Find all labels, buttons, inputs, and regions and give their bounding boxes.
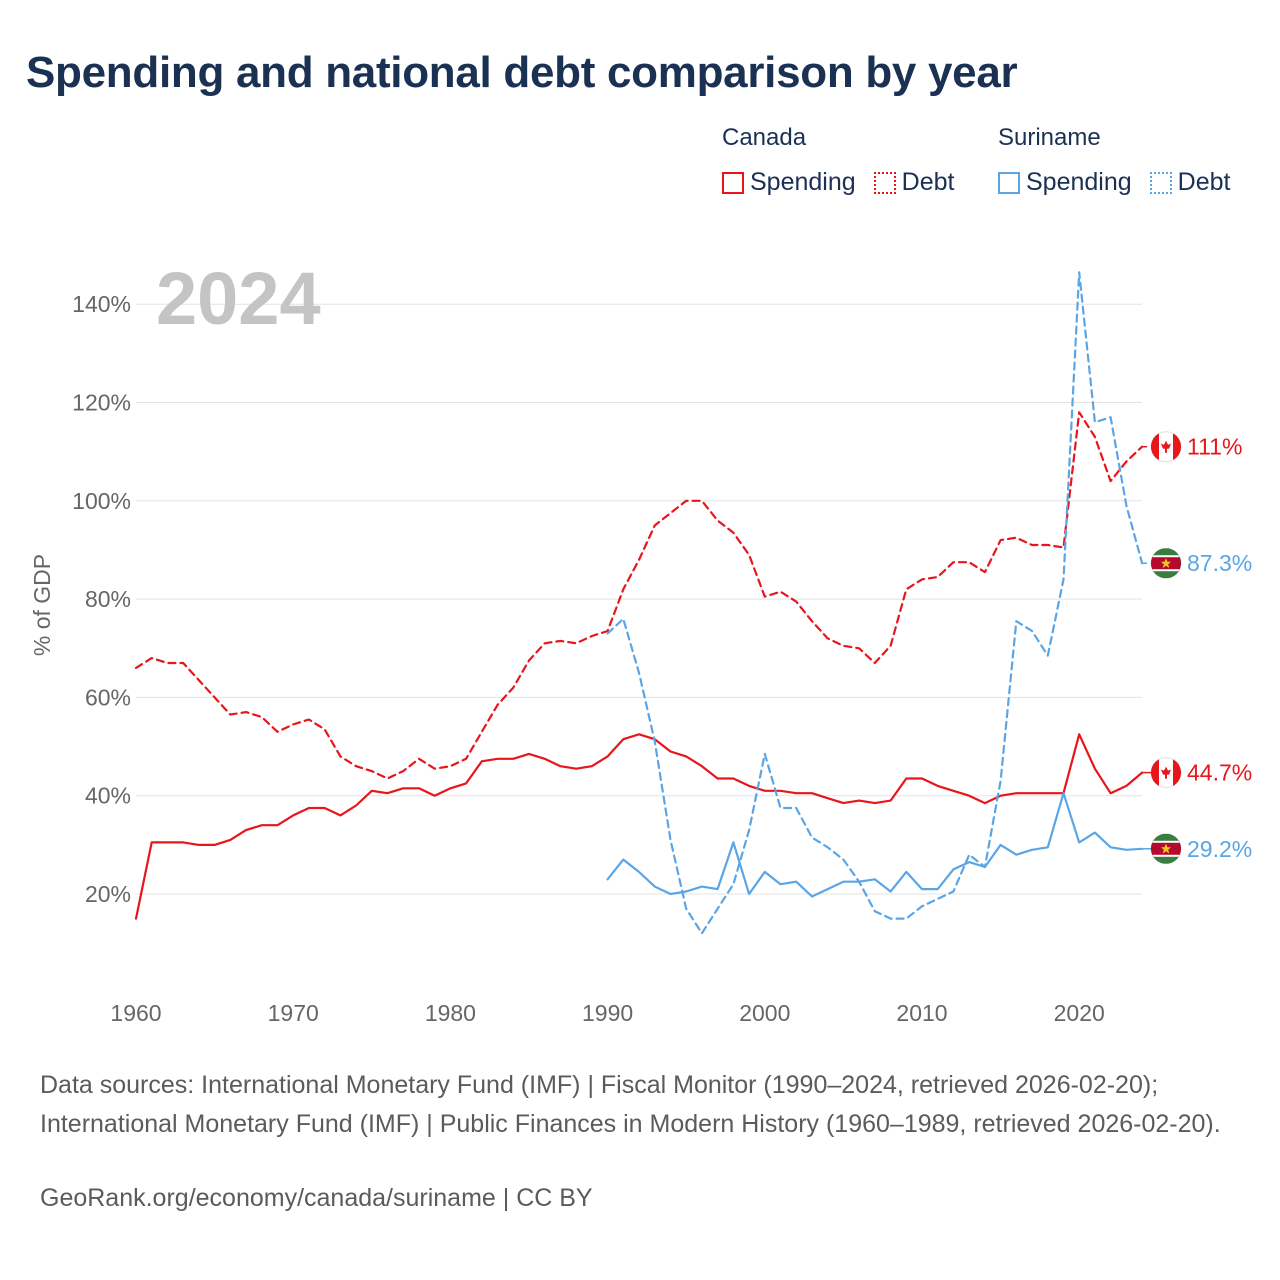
legend-suriname-country: Suriname: [998, 124, 1101, 151]
legend-canada-debt-label: Debt: [901, 168, 955, 196]
legend-suriname-debt-swatch: [1149, 171, 1172, 194]
y-tick-label: 140%: [72, 291, 131, 317]
end-value-label-canada-debt: 111%: [1187, 434, 1242, 460]
legend-canada-spending-label: Spending: [750, 168, 856, 196]
suriname-flag-icon: [1150, 833, 1182, 865]
y-tick-label: 100%: [72, 488, 131, 514]
legend-suriname-spending-label: Spending: [1026, 168, 1132, 196]
x-tick-label: 1970: [268, 1000, 319, 1026]
series-line-canada-spending[interactable]: [134, 733, 1144, 920]
legend-canada-country: Canada: [722, 124, 807, 151]
legend-suriname: Suriname Spending Debt: [998, 124, 1248, 197]
legend-canada: Canada Spending Debt: [722, 124, 972, 197]
suriname-flag-icon: [1150, 547, 1182, 579]
end-value-label-canada-spending: 44.7%: [1187, 760, 1252, 786]
legend-suriname-debt[interactable]: Debt: [1149, 168, 1231, 197]
x-tick-label: 2010: [896, 1000, 947, 1026]
credit-link[interactable]: GeoRank.org/economy/canada/suriname | CC…: [40, 1184, 593, 1212]
x-tick-label: 1990: [582, 1000, 633, 1026]
end-value-label-suriname-spending: 29.2%: [1187, 836, 1252, 862]
y-tick-label: 40%: [85, 783, 131, 809]
series-line-suriname-debt[interactable]: [606, 271, 1144, 935]
x-tick-label: 1960: [110, 1000, 161, 1026]
y-tick-label: 120%: [72, 390, 131, 416]
canada-flag-icon: [1150, 431, 1182, 463]
x-tick-label: 1980: [425, 1000, 476, 1026]
end-value-label-suriname-debt: 87.3%: [1187, 550, 1252, 576]
series-line-canada-debt[interactable]: [134, 411, 1144, 780]
year-watermark: 2024: [156, 257, 321, 340]
legend-canada-debt[interactable]: Debt: [873, 168, 955, 197]
y-tick-label: 80%: [85, 586, 131, 612]
x-tick-label: 2020: [1054, 1000, 1105, 1026]
legend-canada-spending[interactable]: Spending: [722, 168, 856, 197]
legend-suriname-spending[interactable]: Spending: [998, 168, 1132, 197]
x-tick-label: 2000: [739, 1000, 790, 1026]
y-axis-title: % of GDP: [29, 554, 55, 656]
legend-canada-debt-swatch: [873, 171, 896, 194]
legend-canada-spending-swatch: [722, 171, 744, 194]
legend-suriname-debt-label: Debt: [1177, 168, 1231, 196]
y-tick-label: 20%: [85, 881, 131, 907]
canada-flag-icon: [1150, 757, 1182, 789]
line-chart: 20% 40% 60% 80% 100% 120% 140% 1960 1970 1980 1990…: [29, 257, 1252, 1026]
data-sources: Data sources: International Monetary Fun…: [40, 1071, 1221, 1138]
legend-suriname-spending-swatch: [998, 171, 1020, 194]
series-line-suriname-spending[interactable]: [606, 792, 1144, 898]
y-tick-label: 60%: [85, 684, 131, 710]
chart-title: Spending and national debt comparison by…: [26, 48, 1018, 97]
